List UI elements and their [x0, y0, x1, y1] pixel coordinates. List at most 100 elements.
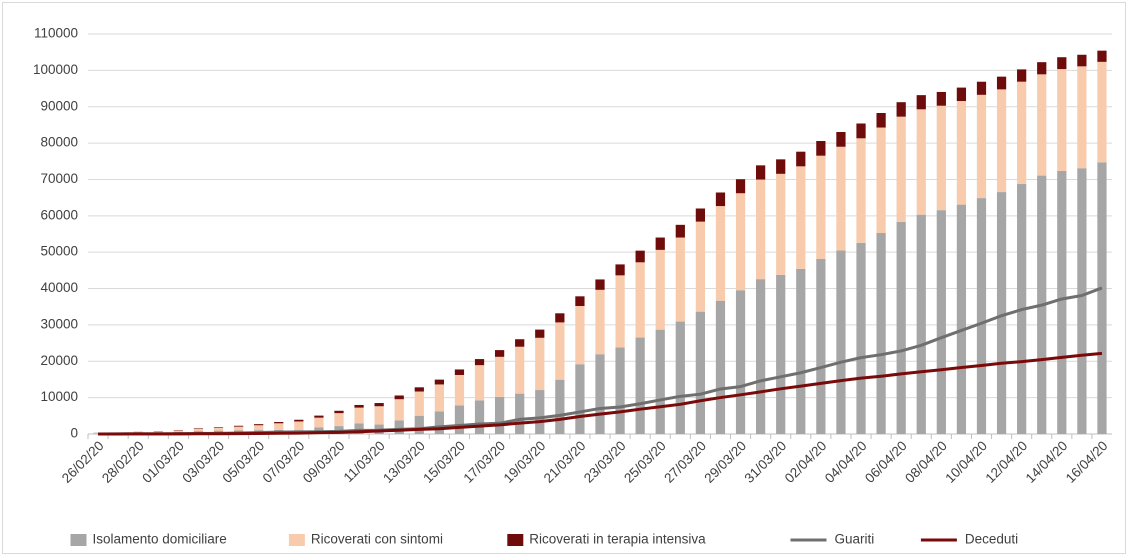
- legend-swatch: [288, 534, 305, 546]
- bar-segment: [1077, 54, 1087, 67]
- bar-segment: [294, 421, 304, 431]
- bar-segment: [836, 250, 846, 434]
- bar-segment: [274, 422, 284, 424]
- bar-segment: [515, 393, 525, 434]
- bar-segment: [916, 95, 926, 110]
- y-tick-label: 30000: [40, 316, 78, 331]
- bar-segment: [996, 192, 1007, 434]
- bar-segment: [314, 415, 324, 418]
- bar-segment: [976, 94, 987, 199]
- bar-segment: [494, 350, 505, 357]
- bar-segment: [836, 146, 846, 251]
- bar-segment: [535, 390, 545, 434]
- bar-segment: [474, 359, 485, 366]
- bar-segment: [454, 374, 465, 406]
- bar-segment: [515, 339, 525, 347]
- bar-segment: [1057, 170, 1067, 435]
- bar-segment: [1097, 61, 1107, 163]
- bar-segment: [735, 193, 746, 291]
- bar-segment: [896, 116, 906, 222]
- bar-segment: [956, 87, 967, 102]
- bar-segment: [555, 322, 565, 380]
- bar-segment: [615, 347, 625, 434]
- bar-segment: [1017, 69, 1027, 82]
- bar-segment: [414, 391, 424, 416]
- bar-segment: [193, 428, 204, 429]
- y-tick-label: 0: [70, 426, 78, 441]
- bar-segment: [856, 138, 866, 243]
- bar-segment: [434, 379, 444, 385]
- bar-segment: [655, 329, 665, 434]
- bar-segment: [776, 173, 786, 275]
- bar-segment: [956, 101, 967, 205]
- bar-segment: [1097, 162, 1107, 435]
- bar-segment: [615, 275, 625, 348]
- legend-label: Deceduti: [965, 532, 1018, 547]
- bar-segment: [1057, 69, 1067, 171]
- bar-segment: [173, 430, 183, 433]
- bar-segment: [515, 346, 525, 394]
- bar-segment: [695, 311, 706, 434]
- bar-segment: [796, 151, 806, 167]
- bar-segment: [454, 369, 465, 375]
- bar-segment: [635, 337, 645, 434]
- bar-segment: [655, 249, 665, 330]
- bar-segment: [715, 300, 726, 434]
- bar-segment: [816, 155, 826, 259]
- bar-segment: [675, 224, 685, 238]
- bar-segment: [1017, 81, 1027, 185]
- bar-segment: [354, 407, 364, 424]
- bar-segment: [996, 89, 1007, 193]
- bar-segment: [354, 423, 364, 434]
- bar-segment: [414, 387, 424, 392]
- bar-segment: [735, 179, 746, 194]
- y-tick-label: 110000: [34, 26, 78, 41]
- bar-segment: [675, 237, 685, 322]
- bar-segment: [434, 411, 444, 434]
- bar-segment: [494, 356, 505, 397]
- bar-segment: [1057, 57, 1067, 70]
- bar-segment: [635, 250, 645, 263]
- bar-segment: [776, 159, 786, 174]
- bar-segment: [715, 192, 726, 207]
- y-tick-label: 40000: [40, 280, 78, 295]
- bar-segment: [615, 264, 625, 276]
- bar-segment: [334, 410, 344, 414]
- bar-segment: [274, 423, 284, 430]
- bar-segment: [374, 406, 384, 425]
- bar-segment: [876, 127, 886, 234]
- bar-segment: [575, 305, 585, 365]
- bar-segment: [695, 221, 706, 312]
- bar-segment: [776, 274, 786, 434]
- bar-segment: [756, 179, 766, 280]
- legend-label: Isolamento domiciliare: [93, 532, 227, 547]
- y-tick-label: 50000: [40, 244, 78, 259]
- bar-segment: [936, 210, 946, 434]
- y-tick-label: 10000: [40, 389, 78, 404]
- bar-segment: [856, 123, 866, 139]
- bar-segment: [816, 258, 826, 434]
- legend-swatch: [507, 534, 524, 546]
- bar-segment: [1097, 50, 1107, 62]
- bar-segment: [876, 113, 886, 128]
- bar-segment: [474, 365, 485, 401]
- bar-segment: [153, 431, 163, 433]
- bar-segment: [595, 279, 605, 290]
- bar-segment: [976, 198, 987, 434]
- bar-segment: [976, 81, 987, 95]
- y-tick-label: 20000: [40, 353, 78, 368]
- bar-segment: [655, 237, 665, 250]
- line-series: [98, 351, 1103, 436]
- bar-segment: [374, 403, 384, 407]
- legend: Isolamento domiciliare Ricoverati con sin…: [70, 532, 1018, 547]
- bar-segment: [996, 76, 1007, 90]
- bar-segment: [454, 405, 465, 434]
- bar-segment: [575, 296, 585, 306]
- legend-swatch: [70, 534, 87, 546]
- bar-segment: [876, 233, 886, 434]
- bar-segment: [715, 206, 726, 301]
- bar-segment: [816, 141, 826, 156]
- bar-segment: [1077, 66, 1087, 169]
